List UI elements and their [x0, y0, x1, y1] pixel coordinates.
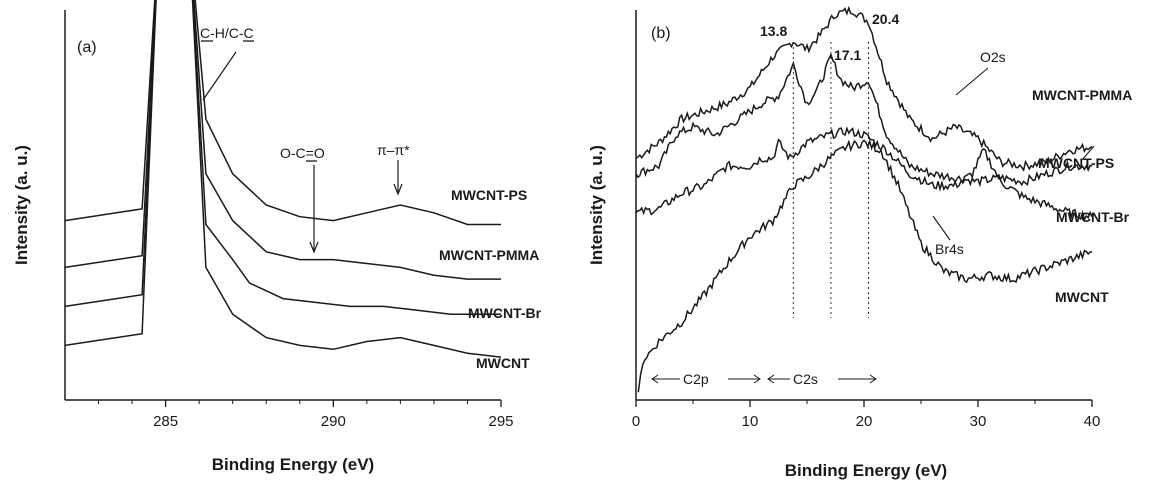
panel-b-marker-label-17-1: 17.1 — [834, 47, 861, 63]
panel-a-x-tick-label-295: 295 — [488, 413, 513, 430]
panel-b-marker-lines — [792, 42, 870, 318]
panel-a-series-line-mwcnt-ps — [64, 0, 501, 226]
panel-a-series-label-mwcnt: MWCNT — [476, 355, 530, 371]
panel-b-annotation-c2s: C2s — [793, 371, 818, 387]
panel-b-annotation-c2p: C2p — [683, 371, 709, 387]
panel-a-series-line-mwcnt-pmma — [64, 0, 501, 280]
panel-b-pointer-br4s — [932, 215, 951, 241]
panel-a-series — [64, 0, 502, 358]
panel-a: 285 290 295 (a) Binding Energy (eV) Intens… — [12, 0, 542, 474]
panel-b-pointer-o2s — [955, 67, 989, 96]
panel-b-series-line-mwcnt-br — [635, 126, 1093, 222]
panel-b-series-line-mwcnt — [637, 138, 1093, 393]
panel-b-series-line-mwcnt-pmma — [635, 5, 1093, 172]
panel-b: 0 10 20 30 40 (b) Binding Energy (eV) Intens… — [587, 5, 1132, 480]
panel-b-marker-label-20-4: 20.4 — [872, 11, 899, 27]
panel-b-series — [635, 5, 1093, 393]
panel-b-x-tick-label-20: 20 — [856, 413, 873, 430]
panel-b-x-ticks: 0 10 20 30 40 — [632, 400, 1101, 430]
panel-b-series-label-ps: MWCNT-PS — [1038, 155, 1114, 171]
panel-a-series-label-pmma: MWCNT-PMMA — [439, 247, 539, 263]
panel-b-x-tick-label-10: 10 — [742, 413, 759, 430]
panel-a-y-axis-label: Intensity (a. u.) — [12, 145, 31, 265]
panel-b-x-tick-label-30: 30 — [970, 413, 987, 430]
panel-b-x-axis-label: Binding Energy (eV) — [785, 461, 947, 480]
panel-a-arrow-oco-head — [309, 241, 319, 254]
panel-a-series-line-mwcnt-br — [64, 0, 501, 315]
panel-a-x-tick-label-290: 290 — [321, 413, 346, 430]
panel-a-series-line-mwcnt — [64, 0, 502, 358]
panel-a-annotation-ch-cc: C-H/C-C — [200, 25, 254, 41]
panel-a-arrow-pi-head — [393, 183, 403, 196]
panel-b-series-label-mwcnt: MWCNT — [1055, 289, 1109, 305]
panel-b-series-line-mwcnt-ps — [635, 52, 1093, 188]
panel-a-series-label-br: MWCNT-Br — [468, 305, 542, 321]
panel-a-x-tick-label-285: 285 — [153, 413, 178, 430]
panel-b-x-tick-label-0: 0 — [632, 413, 640, 430]
panel-a-x-ticks: 285 290 295 — [98, 400, 514, 430]
panel-b-annotation-br4s: Br4s — [935, 241, 964, 257]
panel-a-series-label-ps: MWCNT-PS — [451, 187, 527, 203]
panel-a-label: (a) — [77, 39, 97, 56]
panel-b-label: (b) — [651, 25, 671, 42]
panel-b-series-label-pmma: MWCNT-PMMA — [1032, 87, 1132, 103]
panel-b-x-tick-label-40: 40 — [1084, 413, 1101, 430]
panel-a-annotation-oco: O-C=O — [280, 145, 325, 161]
panel-b-annotation-o2s: O2s — [980, 49, 1006, 65]
panel-b-series-label-br: MWCNT-Br — [1056, 209, 1130, 225]
panel-a-pointer-ch-cc — [202, 51, 237, 101]
panel-b-marker-label-13-8: 13.8 — [760, 23, 787, 39]
panel-a-x-axis-label: Binding Energy (eV) — [212, 455, 374, 474]
panel-b-y-axis-label: Intensity (a. u.) — [587, 145, 606, 265]
panel-b-range-arrows — [651, 374, 877, 384]
panel-b-pointer-ps — [1081, 145, 1095, 161]
panel-a-annotation-pi: π–π* — [377, 142, 410, 158]
